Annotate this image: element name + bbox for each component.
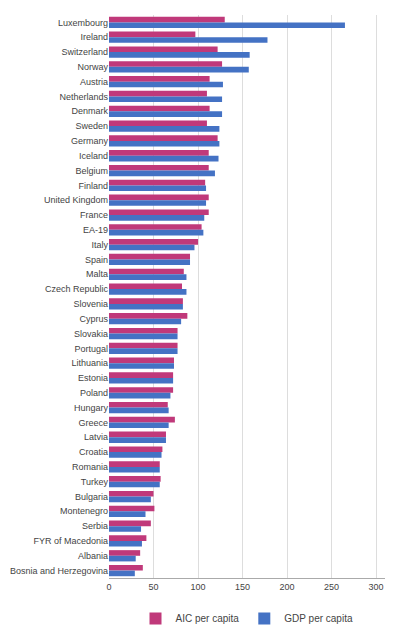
svg-text:Montenegro: Montenegro bbox=[60, 506, 108, 516]
svg-text:FYR of Macedonia: FYR of Macedonia bbox=[33, 536, 108, 546]
svg-text:United Kingdom: United Kingdom bbox=[44, 195, 108, 205]
svg-text:Denmark: Denmark bbox=[71, 106, 108, 116]
svg-text:EA-19: EA-19 bbox=[83, 225, 108, 235]
svg-text:France: France bbox=[80, 210, 108, 220]
svg-text:Spain: Spain bbox=[85, 255, 108, 265]
svg-text:0: 0 bbox=[106, 582, 111, 592]
svg-text:Slovakia: Slovakia bbox=[74, 329, 108, 339]
svg-text:200: 200 bbox=[280, 582, 295, 592]
svg-text:150: 150 bbox=[235, 582, 250, 592]
svg-text:Albania: Albania bbox=[78, 551, 108, 561]
svg-text:Belgium: Belgium bbox=[75, 166, 108, 176]
svg-text:Netherlands: Netherlands bbox=[59, 92, 108, 102]
svg-text:Latvia: Latvia bbox=[84, 432, 108, 442]
svg-text:Czech Republic: Czech Republic bbox=[45, 284, 109, 294]
svg-text:Turkey: Turkey bbox=[81, 477, 109, 487]
svg-text:50: 50 bbox=[149, 582, 159, 592]
svg-text:Austria: Austria bbox=[80, 77, 108, 87]
svg-text:Switzerland: Switzerland bbox=[61, 47, 108, 57]
svg-text:Ireland: Ireland bbox=[80, 32, 108, 42]
svg-text:Italy: Italy bbox=[91, 240, 108, 250]
svg-text:Romania: Romania bbox=[72, 462, 108, 472]
svg-text:Bulgaria: Bulgaria bbox=[75, 492, 108, 502]
svg-text:Estonia: Estonia bbox=[78, 373, 108, 383]
svg-text:Bosnia and Herzegovina: Bosnia and Herzegovina bbox=[10, 566, 108, 576]
svg-text:Luxembourg: Luxembourg bbox=[58, 18, 108, 28]
svg-text:Portugal: Portugal bbox=[74, 344, 108, 354]
svg-text:GDP per capita: GDP per capita bbox=[284, 613, 353, 624]
svg-text:Poland: Poland bbox=[80, 388, 108, 398]
svg-text:Norway: Norway bbox=[77, 62, 108, 72]
svg-text:100: 100 bbox=[191, 582, 206, 592]
svg-text:Cyprus: Cyprus bbox=[79, 314, 108, 324]
svg-text:Croatia: Croatia bbox=[79, 447, 108, 457]
svg-text:250: 250 bbox=[324, 582, 339, 592]
svg-text:Germany: Germany bbox=[71, 136, 109, 146]
svg-text:Serbia: Serbia bbox=[82, 521, 108, 531]
svg-text:Finland: Finland bbox=[78, 181, 108, 191]
svg-text:Malta: Malta bbox=[86, 269, 108, 279]
svg-text:Sweden: Sweden bbox=[75, 121, 108, 131]
svg-text:Iceland: Iceland bbox=[79, 151, 108, 161]
svg-text:Lithuania: Lithuania bbox=[71, 358, 108, 368]
svg-text:300: 300 bbox=[369, 582, 384, 592]
svg-text:Hungary: Hungary bbox=[74, 403, 109, 413]
svg-text:Greece: Greece bbox=[78, 418, 108, 428]
svg-text:Slovenia: Slovenia bbox=[73, 299, 108, 309]
svg-text:AIC per capita: AIC per capita bbox=[176, 613, 240, 624]
